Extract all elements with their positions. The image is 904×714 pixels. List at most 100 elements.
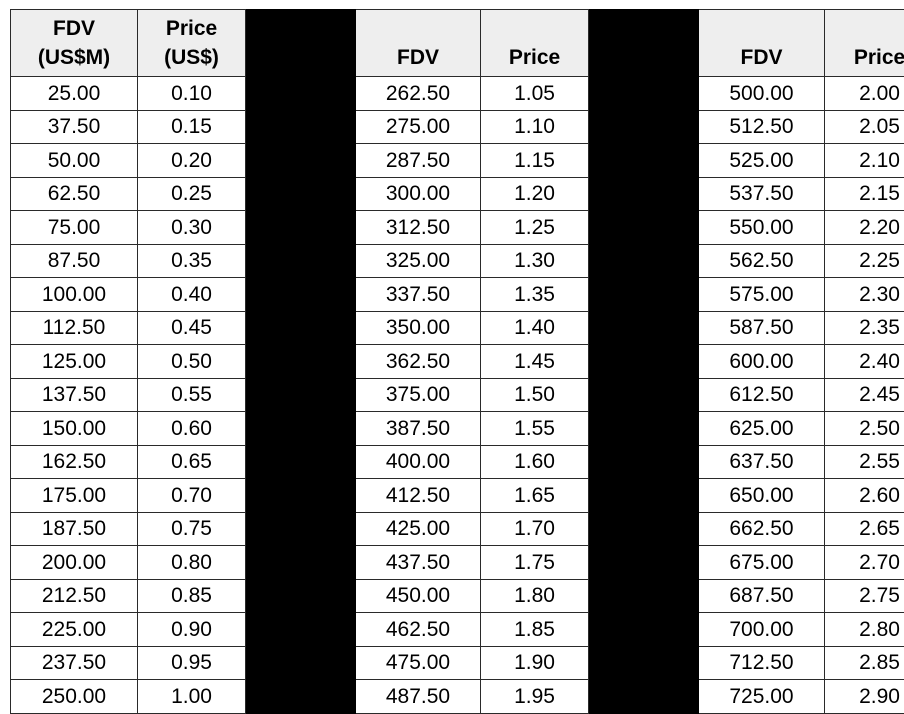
cell-price-left: 0.20 (138, 144, 246, 178)
black-separator-column (589, 10, 699, 77)
cell-fdv-left: 50.00 (11, 144, 138, 178)
cell-price-middle: 1.65 (481, 479, 589, 513)
cell-fdv-right: 625.00 (699, 412, 825, 446)
cell-fdv-left: 200.00 (11, 546, 138, 580)
black-separator-cell (246, 412, 356, 446)
cell-price-left: 0.45 (138, 311, 246, 345)
cell-fdv-middle: 362.50 (356, 345, 481, 379)
cell-price-right: 2.25 (825, 244, 904, 278)
cell-price-right: 2.65 (825, 512, 904, 546)
cell-price-middle: 1.85 (481, 613, 589, 647)
black-separator-cell (589, 278, 699, 312)
header-fdv-middle: FDV (356, 10, 481, 77)
cell-price-middle: 1.25 (481, 211, 589, 245)
cell-fdv-right: 637.50 (699, 445, 825, 479)
header-row: FDV (US$M) Price (US$) FDV Price FDV Pri… (11, 10, 904, 77)
cell-fdv-middle: 400.00 (356, 445, 481, 479)
black-separator-cell (246, 144, 356, 178)
cell-fdv-left: 112.50 (11, 311, 138, 345)
cell-fdv-middle: 450.00 (356, 579, 481, 613)
cell-price-middle: 1.90 (481, 646, 589, 680)
black-separator-cell (589, 244, 699, 278)
cell-fdv-right: 600.00 (699, 345, 825, 379)
black-separator-cell (589, 613, 699, 647)
black-separator-cell (246, 512, 356, 546)
black-separator-cell (246, 479, 356, 513)
cell-price-middle: 1.15 (481, 144, 589, 178)
cell-price-right: 2.40 (825, 345, 904, 379)
header-price-usd-line1: Price (138, 14, 245, 43)
cell-fdv-right: 562.50 (699, 244, 825, 278)
cell-price-left: 0.90 (138, 613, 246, 647)
cell-fdv-right: 700.00 (699, 613, 825, 647)
header-price-middle: Price (481, 10, 589, 77)
cell-fdv-right: 500.00 (699, 77, 825, 111)
black-separator-cell (246, 646, 356, 680)
cell-price-left: 0.95 (138, 646, 246, 680)
cell-fdv-middle: 337.50 (356, 278, 481, 312)
cell-fdv-middle: 312.50 (356, 211, 481, 245)
cell-price-middle: 1.70 (481, 512, 589, 546)
black-separator-cell (246, 546, 356, 580)
black-separator-cell (246, 613, 356, 647)
cell-fdv-right: 650.00 (699, 479, 825, 513)
black-separator-cell (246, 378, 356, 412)
cell-price-right: 2.60 (825, 479, 904, 513)
cell-price-left: 0.80 (138, 546, 246, 580)
cell-price-middle: 1.35 (481, 278, 589, 312)
black-separator-cell (589, 211, 699, 245)
cell-fdv-right: 675.00 (699, 546, 825, 580)
header-price-usd-line2: (US$) (138, 43, 245, 72)
cell-fdv-right: 537.50 (699, 177, 825, 211)
cell-fdv-left: 250.00 (11, 680, 138, 714)
cell-fdv-left: 237.50 (11, 646, 138, 680)
cell-price-middle: 1.95 (481, 680, 589, 714)
cell-price-right: 2.30 (825, 278, 904, 312)
cell-price-right: 2.05 (825, 110, 904, 144)
cell-price-left: 0.10 (138, 77, 246, 111)
cell-price-middle: 1.75 (481, 546, 589, 580)
black-separator-cell (246, 177, 356, 211)
black-separator-cell (589, 110, 699, 144)
cell-fdv-left: 25.00 (11, 77, 138, 111)
header-fdv-usdm-line2: (US$M) (11, 43, 137, 72)
cell-fdv-left: 225.00 (11, 613, 138, 647)
header-price-usd: Price (US$) (138, 10, 246, 77)
cell-fdv-left: 162.50 (11, 445, 138, 479)
cell-fdv-right: 512.50 (699, 110, 825, 144)
black-separator-cell (246, 77, 356, 111)
black-separator-cell (589, 546, 699, 580)
cell-price-middle: 1.10 (481, 110, 589, 144)
cell-fdv-left: 62.50 (11, 177, 138, 211)
cell-fdv-right: 525.00 (699, 144, 825, 178)
black-separator-cell (589, 512, 699, 546)
cell-price-middle: 1.55 (481, 412, 589, 446)
cell-fdv-left: 150.00 (11, 412, 138, 446)
cell-price-left: 0.30 (138, 211, 246, 245)
cell-fdv-middle: 375.00 (356, 378, 481, 412)
cell-fdv-right: 587.50 (699, 311, 825, 345)
cell-fdv-left: 187.50 (11, 512, 138, 546)
cell-price-right: 2.85 (825, 646, 904, 680)
cell-fdv-right: 612.50 (699, 378, 825, 412)
cell-fdv-middle: 437.50 (356, 546, 481, 580)
black-separator-cell (589, 311, 699, 345)
cell-price-left: 0.65 (138, 445, 246, 479)
fdv-price-table: FDV (US$M) Price (US$) FDV Price FDV Pri… (10, 9, 904, 714)
cell-price-left: 0.25 (138, 177, 246, 211)
cell-fdv-middle: 475.00 (356, 646, 481, 680)
cell-fdv-middle: 425.00 (356, 512, 481, 546)
black-separator-cell (589, 579, 699, 613)
cell-price-right: 2.15 (825, 177, 904, 211)
cell-fdv-left: 125.00 (11, 345, 138, 379)
cell-price-left: 0.35 (138, 244, 246, 278)
